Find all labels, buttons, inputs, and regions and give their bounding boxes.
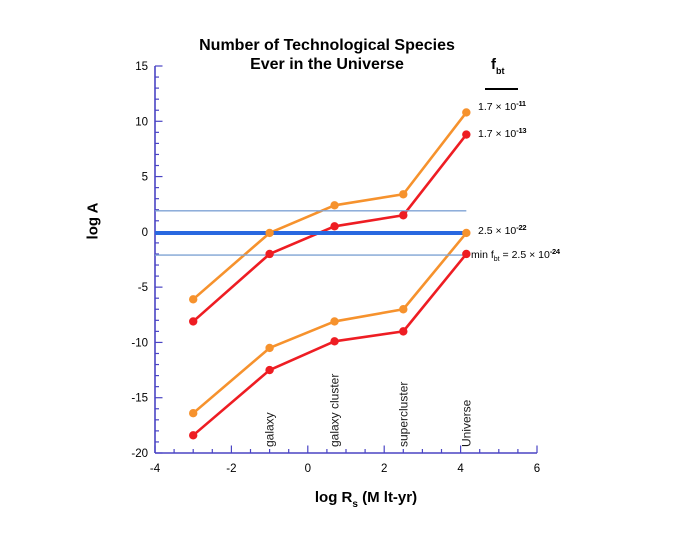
data-point-s0-3 [399, 190, 408, 199]
legend-entry-4-value: 2.5 × 10 [511, 249, 550, 261]
data-point-s3-2 [330, 337, 339, 346]
data-point-s3-1 [265, 365, 274, 375]
data-point-s3-4 [462, 249, 471, 259]
x-tick-label: 4 [457, 463, 464, 475]
legend-entry-1-value: 1.7 × 10 [478, 101, 517, 113]
legend-entry-1: 1.7 × 10-11 [478, 99, 526, 113]
x-axis-label: log Rs (M lt-yr) [314, 489, 418, 510]
legend-entry-3-exponent: -22 [516, 223, 527, 232]
legend-entry-4-prefix-subscript: bt [493, 256, 500, 263]
series-line-0 [191, 111, 468, 301]
category-label-Universe: Universe [459, 399, 473, 447]
legend-entry-4-prefix: min f [471, 249, 494, 261]
data-point-s1-3 [399, 211, 408, 220]
data-point-s0-0 [189, 295, 198, 304]
data-point-s3-0 [189, 431, 198, 440]
category-label-galaxy: galaxy [263, 412, 277, 447]
y-axis-label-text: log A [84, 202, 102, 240]
chart-title-line2: Ever in the Universe [250, 56, 404, 73]
chart-title: Number of Technological Species Ever in … [199, 36, 455, 74]
x-tick-label: 0 [305, 463, 311, 475]
x-tick-label: 2 [381, 463, 387, 475]
legend-entry-1-exponent: -11 [516, 99, 526, 108]
y-tick-label: 0 [142, 227, 148, 239]
data-point-s0-2 [330, 201, 339, 210]
legend-entry-4: min fbt = 2.5 × 10-24 [471, 247, 560, 263]
chart-title-line1: Number of Technological Species [199, 37, 455, 54]
y-tick-label: -5 [138, 282, 148, 294]
category-label-supercluster: supercluster [396, 382, 410, 447]
series-line-1 [191, 133, 468, 323]
legend-header-subscript: bt [496, 66, 505, 76]
y-tick-label: -20 [131, 448, 148, 460]
data-point-s2-4 [462, 228, 471, 238]
legend-entry-2-exponent: -13 [516, 126, 527, 135]
legend-entry-3-value: 2.5 × 10 [478, 225, 517, 237]
data-point-s0-4 [462, 108, 471, 117]
y-tick-label: -10 [131, 337, 148, 349]
y-tick-label: 15 [135, 61, 148, 73]
x-tick-label: -2 [226, 463, 236, 475]
data-point-s1-2 [330, 222, 339, 231]
x-axis-label-units: (M lt-yr) [357, 489, 418, 506]
data-point-s1-1 [265, 249, 274, 259]
y-axis-label: log A [85, 203, 102, 240]
data-point-s2-1 [265, 343, 274, 353]
data-point-s2-0 [189, 408, 198, 418]
legend-entry-2: 1.7 × 10-13 [478, 126, 527, 140]
legend-underline [485, 88, 518, 90]
legend-header: fbt [491, 56, 505, 76]
y-tick-label: -15 [131, 393, 148, 405]
data-point-s2-3 [399, 305, 408, 314]
x-axis-label-subscript: s [352, 499, 358, 510]
data-point-s0-1 [265, 228, 274, 238]
data-point-s2-2 [330, 317, 339, 326]
legend-entry-4-equals: = [499, 249, 512, 261]
legend-entry-4-exponent: -24 [549, 247, 560, 256]
x-tick-label: -4 [150, 463, 161, 475]
y-tick-label: 10 [135, 116, 148, 128]
legend-entry-2-value: 1.7 × 10 [478, 128, 517, 140]
y-tick-label: 5 [142, 172, 148, 184]
data-point-s1-0 [189, 317, 198, 326]
x-tick-label: 6 [534, 463, 540, 475]
data-point-s3-3 [399, 327, 408, 336]
data-point-s1-4 [462, 130, 471, 139]
category-label-galaxy-cluster: galaxy cluster [328, 374, 342, 447]
x-axis-label-main: log R [314, 489, 353, 506]
legend-entry-3: 2.5 × 10-22 [478, 223, 527, 237]
legend-header-symbol: f [491, 56, 496, 73]
